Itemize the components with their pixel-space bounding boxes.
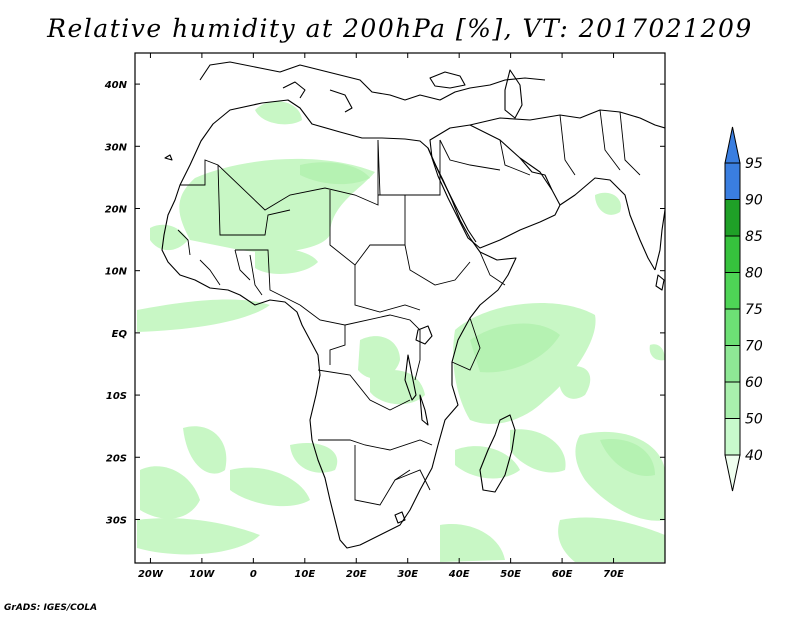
humidity-shading-darker xyxy=(300,162,655,476)
colorbar-box xyxy=(724,381,741,419)
lat-tick-label: 20N xyxy=(105,204,128,215)
colorbar-lower-arrow xyxy=(724,454,741,492)
colorbar-level-label: 60 xyxy=(745,375,763,391)
colorbar-box xyxy=(724,199,741,237)
colorbar-box xyxy=(724,272,741,310)
colorbar-level-label: 85 xyxy=(745,229,763,245)
lon-tick-label: 60E xyxy=(552,569,573,580)
map-axes: 20W 10W 0 10E 20E 30E 40E 50E 60E 70E 40N 30N 20N 10N… xyxy=(104,53,665,580)
lon-tick-label: 0 xyxy=(250,569,257,580)
lon-tick-label: 10W xyxy=(189,569,215,580)
lat-tick-label: 40N xyxy=(104,80,128,91)
colorbar-level-label: 50 xyxy=(745,412,763,428)
lat-tick-label: 30N xyxy=(105,142,128,153)
colorbar-box xyxy=(724,235,741,273)
lon-tick-label: 70E xyxy=(603,569,624,580)
colorbar-box xyxy=(724,308,741,346)
colorbar-level-label: 80 xyxy=(745,266,763,282)
lon-tick-label: 10E xyxy=(294,569,315,580)
colorbar-upper-arrow xyxy=(724,126,741,164)
colorbar-box xyxy=(724,162,741,200)
colorbar-level-label: 95 xyxy=(745,156,763,172)
colorbar-box xyxy=(724,345,741,383)
colorbar-legend: 40 50 60 70 75 80 85 90 95 xyxy=(724,126,763,492)
lat-tick-label: 10N xyxy=(105,267,128,278)
lon-tick-label: 50E xyxy=(500,569,521,580)
lon-tick-label: 20W xyxy=(138,569,164,580)
coastlines xyxy=(161,61,665,549)
country-borders xyxy=(177,109,641,506)
lat-tick-label: EQ xyxy=(112,329,128,340)
lon-tick-label: 40E xyxy=(448,569,470,580)
lon-tick-label: 20E xyxy=(346,569,367,580)
colorbar-level-label: 70 xyxy=(745,339,763,355)
colorbar-box xyxy=(724,418,741,456)
map-plot-area xyxy=(135,53,665,563)
map-frame xyxy=(134,52,666,564)
lat-tick-label: 20S xyxy=(106,453,127,464)
colorbar-level-label: 75 xyxy=(745,302,763,318)
lat-tick-label: 10S xyxy=(106,391,127,402)
lat-tick-label: 30S xyxy=(106,515,127,526)
grads-credit: GrADS: IGES/COLA xyxy=(4,603,98,613)
lon-tick-label: 30E xyxy=(397,569,418,580)
colorbar-level-label: 90 xyxy=(745,193,763,209)
colorbar-level-label: 40 xyxy=(745,448,763,464)
chart-title: Relative humidity at 200hPa [%], VT: 201… xyxy=(47,14,753,43)
